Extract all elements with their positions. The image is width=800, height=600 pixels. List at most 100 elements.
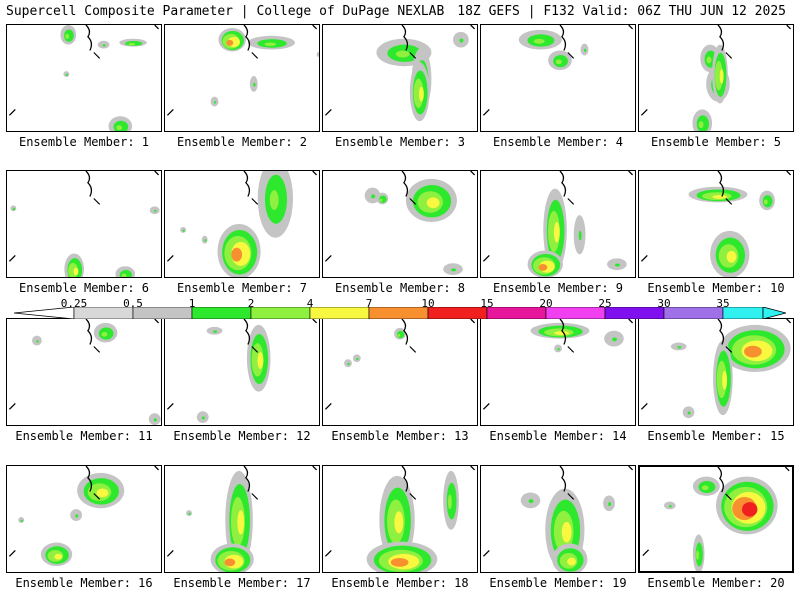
coastline-20-3: [642, 549, 650, 557]
scp-contour-2-3-1: [253, 82, 256, 87]
legend-right-arrow: [762, 307, 786, 319]
coastline-hook-13: [409, 346, 417, 353]
scp-contour-12-2-1: [213, 330, 218, 333]
legend-tick-label-10: 25: [598, 297, 612, 310]
coastline-hook-16: [93, 493, 101, 500]
scp-contour-7-4-1: [204, 239, 207, 242]
legend-swatch-9: [545, 307, 606, 319]
scp-contour-9-2-4: [538, 263, 548, 271]
ensemble-panel-13: [322, 318, 478, 426]
scp-contour-18-3-2: [447, 494, 452, 510]
ensemble-member-label-10: Ensemble Member: 10: [647, 281, 785, 295]
ensemble-member-label-20: Ensemble Member: 20: [647, 576, 785, 590]
ensemble-member-label-18: Ensemble Member: 18: [331, 576, 469, 590]
coastline-16-1: [85, 466, 93, 492]
ensemble-panel-20: [638, 465, 794, 573]
scp-map-9: [482, 171, 634, 277]
coastline-16-2: [154, 466, 160, 471]
header-title: Supercell Composite Parameter | College …: [6, 4, 445, 19]
ensemble-member-label-9: Ensemble Member: 9: [492, 281, 624, 295]
scp-contour-11-2-2: [101, 331, 108, 337]
scp-contour-8-2-1: [371, 194, 376, 199]
scp-map-16: [8, 466, 160, 567]
ensemble-member-label-7: Ensemble Member: 7: [176, 281, 308, 295]
ensemble-panel-2: [164, 24, 320, 132]
scp-contour-20-3-2: [696, 550, 699, 561]
coastline-18-2: [470, 466, 476, 471]
scp-contour-6-1-3: [73, 267, 79, 276]
scp-contour-16-4-1: [75, 514, 79, 518]
scp-contour-5-4-2: [714, 60, 723, 91]
ensemble-panel-5: [638, 24, 794, 132]
coastline-3-2: [470, 25, 476, 30]
coastline-hook-3: [409, 52, 417, 59]
scp-contour-16-2-3: [54, 553, 63, 560]
coastline-hook-17: [251, 493, 259, 500]
scp-contour-9-1-3: [553, 221, 560, 243]
scp-contour-18-2-4: [390, 557, 409, 567]
scp-contour-4-3-1: [583, 48, 587, 52]
scp-contour-3-3-1: [459, 38, 464, 43]
ensemble-panel-17: [164, 465, 320, 573]
scp-contour-10-1-3: [712, 194, 728, 199]
ensemble-panel-16: [6, 465, 162, 573]
coastline-17-1: [243, 466, 251, 492]
ensemble-member-label-8: Ensemble Member: 8: [334, 281, 466, 295]
ensemble-panel-6: [6, 170, 162, 278]
scp-contour-10-2-2: [763, 199, 768, 205]
scp-map-12: [166, 319, 318, 424]
scp-contour-19-2-3: [567, 557, 576, 566]
scp-contour-8-3-1: [451, 268, 457, 272]
coastline-hook-6: [93, 198, 101, 205]
legend-swatch-3: [191, 307, 252, 319]
coastline-19-2: [628, 466, 634, 471]
coastline-11-3: [8, 402, 16, 410]
coastline-3-3: [324, 108, 332, 116]
ensemble-member-label-12: Ensemble Member: 12: [173, 429, 311, 443]
scp-contour-20-3-1: [695, 542, 703, 567]
coastline-18-1: [401, 466, 409, 492]
scp-contour-4-2-2: [555, 59, 562, 65]
coastline-hook-15: [725, 346, 733, 353]
coastline-9-2: [628, 171, 634, 176]
coastline-5-1: [717, 25, 725, 51]
scp-contour-4-1-2: [533, 38, 545, 44]
coastline-6-2: [154, 171, 160, 176]
coastline-17-2: [312, 466, 318, 471]
scp-contour-19-4-1: [608, 502, 612, 507]
scp-contour-11-3-1: [153, 418, 157, 422]
scp-contour-2-1-4: [226, 39, 234, 46]
scp-contour-6-4-1: [154, 209, 157, 213]
coastline-6-1: [85, 171, 93, 197]
coastline-11-1: [85, 319, 93, 345]
legend-tick-label-1: 0.25: [60, 297, 88, 310]
ensemble-panel-4: [480, 24, 636, 132]
ensemble-panel-18: [322, 465, 478, 573]
scp-contour-10-3-3: [726, 250, 737, 263]
coastline-10-3: [640, 254, 648, 262]
color-legend-bar: [14, 307, 786, 319]
scp-contour-8-4-2: [379, 198, 383, 202]
coastline-5-3: [640, 108, 648, 116]
scp-contour-11-1-1: [36, 340, 39, 343]
coastline-6-3: [8, 254, 16, 262]
scp-contour-7-2-4: [231, 247, 243, 262]
coastline-7-1: [243, 171, 251, 197]
scp-contour-12-3-1: [201, 416, 205, 420]
ensemble-member-label-6: Ensemble Member: 6: [18, 281, 150, 295]
scp-contour-2-4-1: [213, 101, 217, 104]
coastline-11-2: [154, 319, 160, 324]
scp-contour-1-3-2: [128, 43, 136, 46]
coastline-hook-5: [725, 52, 733, 59]
coastline-8-2: [470, 171, 476, 176]
coastline-hook-4: [567, 52, 575, 59]
header-run-info: 18Z GEFS | F132 Valid: 06Z THU JUN 12 20…: [457, 4, 786, 19]
legend-swatch-11: [663, 307, 724, 319]
coastline-hook-19: [567, 493, 575, 500]
coastline-14-3: [482, 402, 490, 410]
ensemble-panel-15: [638, 318, 794, 426]
scp-contour-13-3-1: [356, 357, 359, 361]
legend-tick-label-12: 35: [716, 297, 730, 310]
coastline-15-3: [640, 402, 648, 410]
scp-contour-20-1-5: [742, 502, 758, 517]
